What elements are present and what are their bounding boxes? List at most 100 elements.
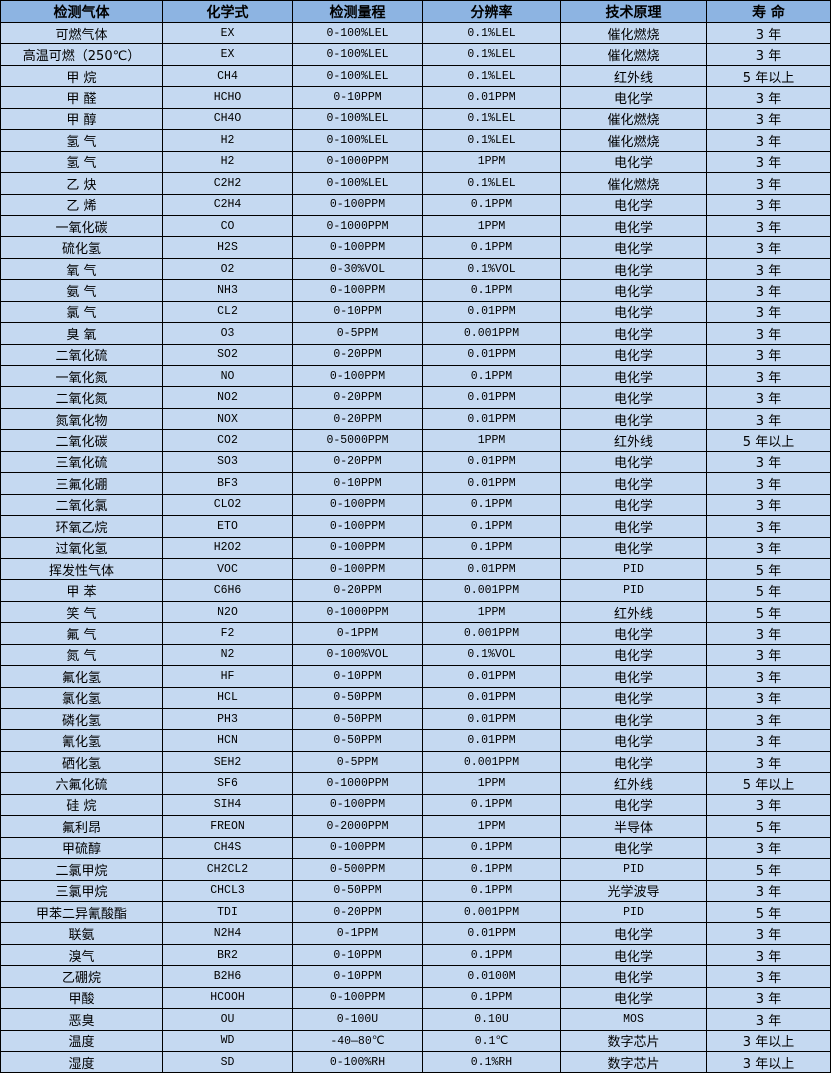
cell-chemical-formula: CH2CL2 bbox=[162, 858, 293, 881]
cell-gas-name: 过氧化氢 bbox=[0, 536, 163, 559]
cell-chemical-formula: B2H6 bbox=[162, 965, 293, 988]
cell-chemical-formula: CO2 bbox=[162, 429, 293, 452]
cell-technical-principle: 电化学 bbox=[560, 407, 707, 431]
cell-lifespan: 3 年 bbox=[706, 965, 831, 988]
cell-lifespan: 3 年 bbox=[706, 322, 831, 345]
cell-chemical-formula: H2O2 bbox=[162, 536, 293, 559]
cell-detection-range: 0-20PPM bbox=[292, 900, 423, 924]
cell-chemical-formula: SO3 bbox=[162, 450, 293, 474]
cell-lifespan: 5 年 bbox=[706, 600, 831, 624]
cell-detection-range: 0-1PPM bbox=[292, 922, 423, 945]
table-row: 二氧化硫 SO2 0-20PPM 0.01PPM 电化学 3 年 bbox=[0, 343, 831, 367]
cell-technical-principle: 电化学 bbox=[560, 386, 707, 409]
cell-chemical-formula: H2 bbox=[162, 129, 293, 152]
cell-gas-name: 恶臭 bbox=[0, 1008, 163, 1031]
cell-resolution: 0.1%LEL bbox=[422, 64, 561, 88]
cell-detection-range: 0-10PPM bbox=[292, 943, 423, 967]
cell-gas-name: 氧 气 bbox=[0, 257, 163, 281]
cell-detection-range: 0-100%LEL bbox=[292, 129, 423, 152]
cell-chemical-formula: CH4O bbox=[162, 107, 293, 131]
cell-detection-range: 0-100%LEL bbox=[292, 43, 423, 66]
cell-gas-name: 一氧化氮 bbox=[0, 364, 163, 388]
cell-gas-name: 氮氧化物 bbox=[0, 407, 163, 431]
cell-gas-name: 甲苯二异氰酸酯 bbox=[0, 900, 163, 924]
cell-chemical-formula: H2 bbox=[162, 150, 293, 174]
header-technical-principle: 技术原理 bbox=[560, 0, 707, 23]
cell-gas-name: 氢 气 bbox=[0, 150, 163, 174]
table-row: 磷化氢 PH3 0-50PPM 0.01PPM 电化学 3 年 bbox=[0, 707, 831, 731]
cell-technical-principle: 红外线 bbox=[560, 772, 707, 795]
cell-gas-name: 一氧化碳 bbox=[0, 214, 163, 238]
table-row: 氯化氢 HCL 0-50PPM 0.01PPM 电化学 3 年 bbox=[0, 686, 831, 710]
cell-detection-range: 0-5PPM bbox=[292, 322, 423, 345]
cell-technical-principle: 红外线 bbox=[560, 600, 707, 624]
cell-gas-name: 甲 醛 bbox=[0, 86, 163, 109]
cell-gas-name: 三氧化硫 bbox=[0, 450, 163, 474]
cell-technical-principle: 电化学 bbox=[560, 257, 707, 281]
cell-technical-principle: 光学波导 bbox=[560, 879, 707, 902]
cell-detection-range: 0-10PPM bbox=[292, 472, 423, 495]
cell-detection-range: -40—80℃ bbox=[292, 1029, 423, 1053]
table-row: 甲 苯 C6H6 0-20PPM 0.001PPM PID 5 年 bbox=[0, 579, 831, 602]
cell-lifespan: 3 年 bbox=[706, 86, 831, 109]
cell-resolution: 0.1PPM bbox=[422, 879, 561, 902]
cell-detection-range: 0-20PPM bbox=[292, 407, 423, 431]
table-row: 氧 气 O2 0-30%VOL 0.1%VOL 电化学 3 年 bbox=[0, 257, 831, 281]
cell-technical-principle: 电化学 bbox=[560, 686, 707, 710]
table-row: 二氧化氮 NO2 0-20PPM 0.01PPM 电化学 3 年 bbox=[0, 386, 831, 409]
cell-technical-principle: PID bbox=[560, 579, 707, 602]
cell-resolution: 0.1PPM bbox=[422, 536, 561, 559]
cell-lifespan: 3 年 bbox=[706, 536, 831, 559]
cell-lifespan: 3 年 bbox=[706, 21, 831, 45]
cell-technical-principle: 电化学 bbox=[560, 493, 707, 517]
header-lifespan: 寿 命 bbox=[706, 0, 831, 23]
cell-chemical-formula: SEH2 bbox=[162, 750, 293, 774]
cell-resolution: 0.1℃ bbox=[422, 1029, 561, 1053]
cell-lifespan: 3 年 bbox=[706, 364, 831, 388]
cell-technical-principle: 催化燃烧 bbox=[560, 21, 707, 45]
cell-gas-name: 三氯甲烷 bbox=[0, 879, 163, 902]
cell-resolution: 0.1%LEL bbox=[422, 172, 561, 195]
cell-resolution: 0.01PPM bbox=[422, 450, 561, 474]
cell-technical-principle: 电化学 bbox=[560, 536, 707, 559]
cell-lifespan: 3 年 bbox=[706, 257, 831, 281]
cell-gas-name: 可燃气体 bbox=[0, 21, 163, 45]
cell-technical-principle: 电化学 bbox=[560, 986, 707, 1010]
cell-detection-range: 0-10PPM bbox=[292, 86, 423, 109]
cell-detection-range: 0-100U bbox=[292, 1008, 423, 1031]
cell-detection-range: 0-100%LEL bbox=[292, 21, 423, 45]
table-row: 氟利昂 FREON 0-2000PPM 1PPM 半导体 5 年 bbox=[0, 815, 831, 838]
cell-technical-principle: 电化学 bbox=[560, 214, 707, 238]
cell-detection-range: 0-100%RH bbox=[292, 1050, 423, 1074]
cell-detection-range: 0-500PPM bbox=[292, 858, 423, 881]
cell-gas-name: 磷化氢 bbox=[0, 707, 163, 731]
cell-detection-range: 0-100%LEL bbox=[292, 64, 423, 88]
cell-resolution: 0.1PPM bbox=[422, 493, 561, 517]
table-row: 三氟化硼 BF3 0-10PPM 0.01PPM 电化学 3 年 bbox=[0, 472, 831, 495]
table-row: 氟 气 F2 0-1PPM 0.001PPM 电化学 3 年 bbox=[0, 622, 831, 645]
cell-resolution: 0.01PPM bbox=[422, 707, 561, 731]
cell-gas-name: 二氧化氯 bbox=[0, 493, 163, 517]
cell-resolution: 0.01PPM bbox=[422, 386, 561, 409]
cell-resolution: 0.01PPM bbox=[422, 686, 561, 710]
cell-detection-range: 0-50PPM bbox=[292, 879, 423, 902]
table-row: 湿度 SD 0-100%RH 0.1%RH 数字芯片 3 年以上 bbox=[0, 1050, 831, 1074]
cell-detection-range: 0-100%LEL bbox=[292, 172, 423, 195]
cell-lifespan: 3 年 bbox=[706, 707, 831, 731]
cell-technical-principle: 电化学 bbox=[560, 707, 707, 731]
cell-gas-name: 硒化氢 bbox=[0, 750, 163, 774]
cell-detection-range: 0-20PPM bbox=[292, 579, 423, 602]
cell-gas-name: 氢 气 bbox=[0, 129, 163, 152]
cell-chemical-formula: HCOOH bbox=[162, 986, 293, 1010]
cell-chemical-formula: TDI bbox=[162, 900, 293, 924]
table-header-row: 检测气体 化学式 检测量程 分辨率 技术原理寿 命 bbox=[0, 0, 831, 23]
table-row: 六氟化硫 SF6 0-1000PPM 1PPM 红外线 5 年以上 bbox=[0, 772, 831, 795]
cell-resolution: 0.01PPM bbox=[422, 557, 561, 581]
cell-technical-principle: PID bbox=[560, 900, 707, 924]
cell-gas-name: 氟利昂 bbox=[0, 815, 163, 838]
cell-gas-name: 甲酸 bbox=[0, 986, 163, 1010]
cell-resolution: 0.1%LEL bbox=[422, 129, 561, 152]
cell-detection-range: 0-100%LEL bbox=[292, 107, 423, 131]
cell-resolution: 0.01PPM bbox=[422, 729, 561, 752]
cell-resolution: 0.1%LEL bbox=[422, 43, 561, 66]
